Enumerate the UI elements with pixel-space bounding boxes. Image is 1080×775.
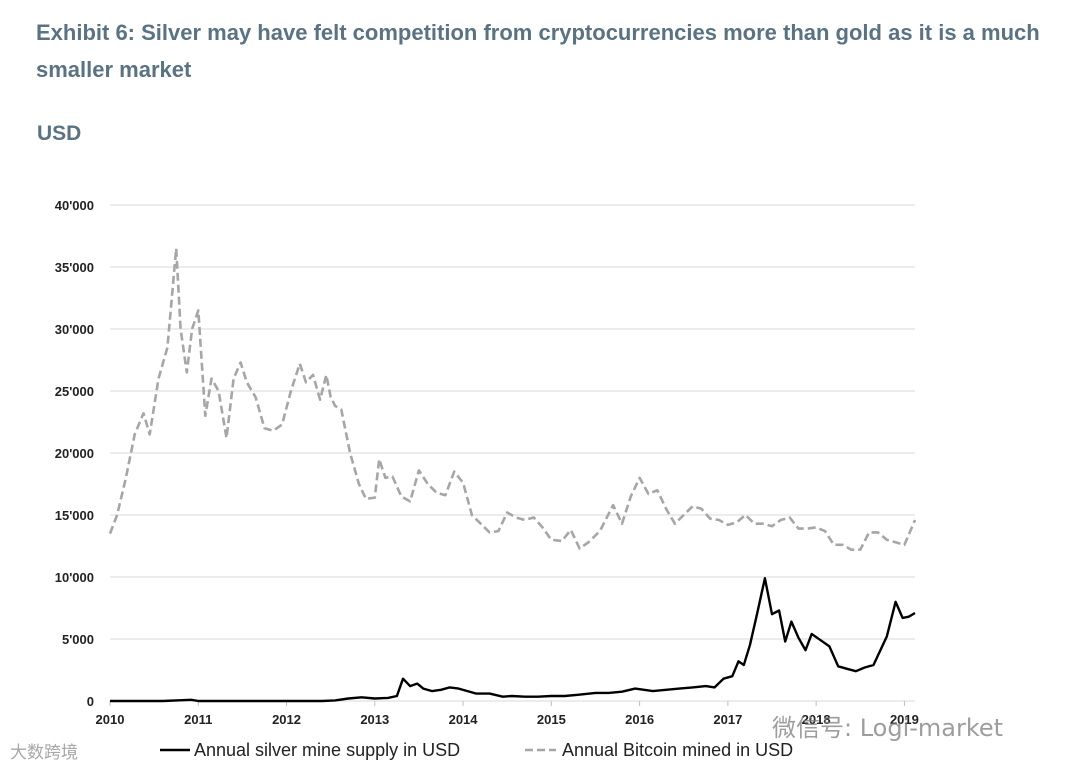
x-tick-label: 2011 — [184, 712, 212, 727]
gridlines — [110, 204, 915, 640]
y-tick-label: 10'000 — [55, 570, 94, 585]
y-tick-label: 30'000 — [55, 322, 94, 337]
y-tick-label: 25'000 — [55, 384, 94, 399]
x-tick-label: 2013 — [360, 712, 389, 727]
unit-label: USD — [37, 122, 82, 145]
bitcoin-series-line — [108, 247, 917, 552]
legend: Annual silver mine supply in USD Annual B… — [160, 740, 793, 760]
x-tick-label: 2016 — [625, 712, 654, 727]
y-tick-label: 35'000 — [55, 260, 94, 275]
y-tick-label: 0 — [87, 694, 94, 709]
y-tick-label: 40'000 — [55, 198, 94, 213]
series-group — [108, 247, 917, 703]
y-tick-label: 5'000 — [62, 632, 94, 647]
x-tick-label: 2015 — [537, 712, 566, 727]
watermark-right: 微信号: Logi-market — [772, 714, 1004, 742]
silver-series-line — [110, 577, 916, 703]
legend-item-bitcoin-label: Annual Bitcoin mined in USD — [562, 740, 793, 760]
x-tick-label: 2017 — [713, 712, 742, 727]
legend-item-silver-label: Annual silver mine supply in USD — [194, 740, 460, 760]
x-tick-label: 2018 — [802, 712, 831, 727]
exhibit-title: Exhibit 6: Silver may have felt competit… — [36, 20, 1040, 82]
x-axis-ticks: 2010 2011 2012 2013 2014 2015 2016 2017 2018 2019 — [96, 701, 919, 727]
y-tick-label: 15'000 — [55, 508, 94, 523]
x-tick-label: 2012 — [272, 712, 301, 727]
x-tick-label: 2019 — [890, 712, 919, 727]
y-axis-ticks: 0 5'000 10'000 15'000 20'000 25'000 30'000 35'0… — [55, 198, 94, 709]
y-tick-label: 20'000 — [55, 446, 94, 461]
x-tick-label: 2010 — [96, 712, 125, 727]
x-tick-label: 2014 — [449, 712, 479, 727]
watermark-left: 大数跨境 — [10, 743, 78, 763]
